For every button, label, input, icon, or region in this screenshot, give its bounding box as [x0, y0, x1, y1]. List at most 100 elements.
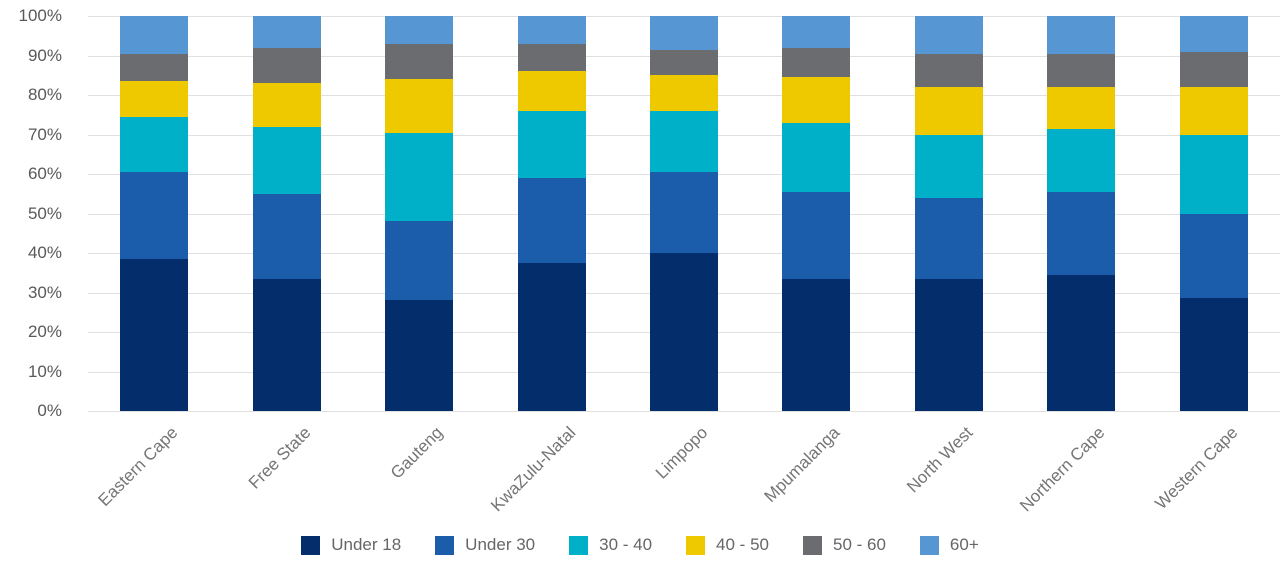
y-tick-label-80: 80% [27, 85, 62, 104]
legend-item-50-60: 50 - 60 [802, 535, 886, 555]
y-tick-label-70: 70% [27, 124, 62, 144]
bar-segment-40-50 [650, 75, 718, 111]
legend-item-under-18: Under 18 [301, 535, 401, 555]
bar-gauteng [385, 16, 454, 411]
bar-segment-under-30 [120, 172, 189, 259]
bar-segment-40-50 [1179, 87, 1248, 135]
legend-label: Under 18 [331, 535, 402, 554]
legend-swatch-icon [686, 535, 706, 555]
bar-segment-60+ [385, 16, 454, 44]
bar-segment-30-40 [385, 132, 454, 222]
bar-segment-under-18 [914, 278, 983, 411]
bar-segment-50-60 [782, 47, 851, 78]
bar-segment-60+ [1047, 16, 1116, 54]
bar-western-cape [1179, 16, 1248, 411]
bar-limpopo [650, 16, 718, 411]
bar-segment-50-60 [1047, 53, 1116, 88]
bar-segment-30-40 [914, 134, 983, 198]
bar-segment-under-30 [1179, 213, 1248, 299]
bar-north-west [914, 16, 983, 411]
bar-segment-60+ [252, 16, 321, 48]
bar-segment-under-30 [1047, 191, 1116, 275]
bar-segment-30-40 [120, 116, 189, 173]
bar-eastern-cape [120, 16, 189, 411]
bar-segment-under-18 [782, 278, 851, 411]
bar-segment-under-18 [1179, 298, 1248, 411]
x-tick-label-northern-cape: Northern Cape [1016, 423, 1109, 516]
bar-segment-40-50 [252, 83, 321, 127]
y-tick-label-100: 100% [18, 6, 62, 25]
bar-segment-50-60 [1179, 51, 1248, 88]
bar-segment-50-60 [385, 43, 454, 80]
bar-segment-under-30 [782, 191, 851, 279]
bar-segment-under-30 [385, 221, 454, 301]
y-tick-label-0: 0% [37, 401, 62, 420]
legend-item-60+: 60+ [919, 535, 979, 555]
legend-label: Under 30 [465, 535, 536, 554]
x-tick-label-mpumalanga: Mpumalanga [760, 423, 844, 506]
bar-segment-60+ [914, 16, 983, 54]
bar-segment-50-60 [650, 49, 718, 76]
x-tick-label-free-state: Free State [244, 423, 315, 493]
legend-label: 60+ [949, 535, 979, 554]
bar-segment-40-50 [914, 87, 983, 135]
bar-northern-cape [1047, 16, 1116, 411]
x-tick-label-limpopo: Limpopo [651, 423, 712, 483]
bar-segment-40-50 [517, 71, 586, 111]
legend-label: 50 - 60 [832, 535, 886, 554]
bar-segment-under-18 [650, 253, 718, 411]
legend-swatch-icon [301, 535, 321, 555]
legend-item-30-40: 30 - 40 [569, 535, 652, 555]
bar-segment-under-30 [914, 197, 983, 279]
legend-item-40-50: 40 - 50 [686, 535, 769, 555]
y-tick-label-20: 20% [27, 322, 62, 341]
bar-kwazulu-natal [517, 16, 586, 411]
bar-segment-under-18 [252, 278, 321, 411]
x-tick-label-kwazulu-natal: KwaZulu-Natal [486, 423, 579, 516]
bar-segment-under-30 [252, 193, 321, 279]
bar-mpumalanga [782, 16, 851, 411]
x-tick-label-eastern-cape: Eastern Cape [94, 423, 182, 510]
bar-segment-50-60 [517, 43, 586, 72]
bar-segment-40-50 [120, 81, 189, 117]
legend-swatch-icon [802, 535, 822, 555]
legend-swatch-icon [569, 535, 589, 555]
y-tick-label-90: 90% [27, 45, 62, 65]
legend-swatch-icon [919, 535, 939, 555]
bar-segment-30-40 [1179, 134, 1248, 214]
legend-swatch-icon [435, 535, 455, 555]
x-tick-label-north-west: North West [902, 423, 977, 497]
legend-item-under-30: Under 30 [435, 535, 535, 555]
y-tick-label-10: 10% [27, 361, 62, 381]
bar-segment-50-60 [914, 53, 983, 88]
bar-segment-60+ [1179, 16, 1248, 52]
bar-segment-40-50 [1047, 87, 1116, 129]
bar-segment-60+ [782, 16, 851, 48]
y-tick-label-50: 50% [27, 203, 62, 223]
bar-segment-under-18 [385, 300, 454, 411]
bar-segment-30-40 [1047, 128, 1116, 192]
y-tick-label-30: 30% [27, 282, 62, 302]
bar-segment-50-60 [252, 47, 321, 84]
x-tick-label-gauteng: Gauteng [386, 423, 447, 483]
bar-segment-under-18 [517, 262, 586, 411]
bar-free-state [252, 16, 321, 411]
gridline-0 [88, 411, 1280, 412]
bar-segment-under-30 [650, 172, 718, 253]
x-tick-label-western-cape: Western Cape [1151, 423, 1242, 514]
y-tick-label-60: 60% [27, 164, 62, 183]
bar-segment-60+ [650, 16, 718, 50]
bar-segment-under-18 [120, 258, 189, 411]
legend-label: 40 - 50 [716, 535, 769, 554]
bar-segment-60+ [120, 16, 189, 54]
bar-segment-30-40 [650, 110, 718, 173]
bar-segment-60+ [517, 16, 586, 44]
y-tick-label-40: 40% [27, 243, 62, 262]
bar-segment-under-30 [517, 177, 586, 263]
bar-segment-30-40 [517, 110, 586, 178]
bar-segment-30-40 [252, 126, 321, 194]
bar-segment-under-18 [1047, 274, 1116, 411]
legend-label: 30 - 40 [599, 535, 653, 554]
bar-segment-40-50 [385, 79, 454, 133]
